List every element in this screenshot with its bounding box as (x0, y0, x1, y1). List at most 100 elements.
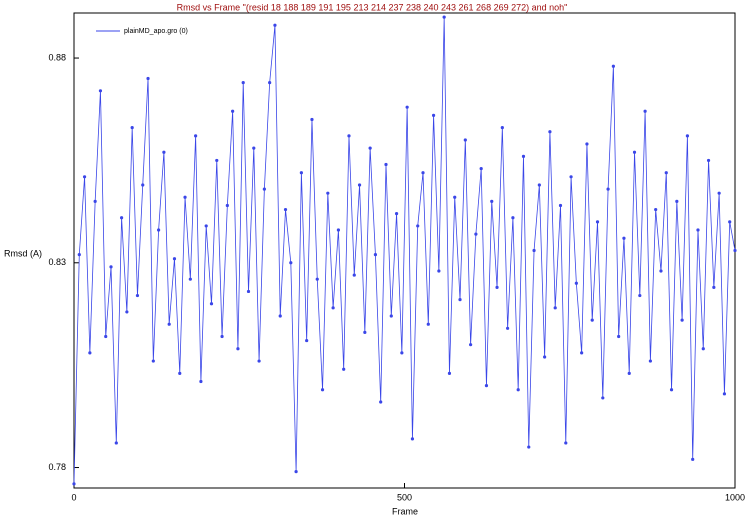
data-point (209, 302, 214, 306)
data-point (357, 183, 362, 187)
data-point (188, 277, 192, 281)
data-point (236, 347, 240, 351)
data-point (426, 322, 430, 326)
data-point (400, 351, 404, 355)
data-point (273, 23, 277, 27)
data-point (119, 216, 124, 220)
y-tick-label: 0.83 (48, 257, 66, 267)
data-point (368, 146, 372, 150)
y-axis-label: Rmsd (A) (4, 248, 42, 258)
x-tick-label: 500 (397, 492, 412, 502)
data-point (326, 191, 330, 195)
data-point (564, 441, 568, 445)
data-point (437, 269, 441, 273)
data-point (114, 441, 118, 445)
data-point (574, 281, 578, 285)
chart-title: Rmsd vs Frame "(resid 18 188 189 191 195… (177, 2, 568, 12)
data-point (352, 273, 356, 277)
data-point (511, 216, 515, 220)
data-point (141, 183, 145, 187)
data-point (246, 289, 251, 294)
data-point (606, 187, 610, 191)
data-point (109, 265, 113, 269)
data-point (289, 261, 293, 265)
data-point (601, 396, 605, 400)
data-point (342, 367, 346, 371)
data-point (151, 359, 155, 363)
data-point (157, 228, 161, 232)
data-point (532, 248, 536, 253)
data-point (442, 15, 446, 19)
data-point (194, 134, 198, 138)
data-point (712, 285, 716, 289)
legend-label: plainMD_apo.gro (0) (124, 28, 188, 35)
data-point (320, 388, 325, 392)
data-point (548, 130, 552, 134)
data-point (130, 126, 134, 130)
data-point (77, 252, 81, 257)
data-point (664, 171, 668, 175)
data-point (215, 158, 219, 163)
data-point (733, 248, 737, 253)
data-point (135, 293, 140, 298)
data-point (654, 207, 658, 212)
data-point (537, 183, 541, 187)
data-point (199, 379, 203, 384)
x-axis-label: Frame (392, 506, 418, 516)
data-point (553, 306, 557, 310)
data-point (82, 175, 87, 179)
data-point (389, 314, 393, 318)
data-point (458, 298, 462, 302)
data-point (590, 318, 594, 322)
data-point (125, 310, 129, 314)
data-point (336, 228, 340, 232)
data-point (617, 334, 621, 339)
data-point (611, 64, 615, 68)
data-point (93, 199, 97, 203)
data-point (373, 252, 378, 257)
data-point (691, 457, 695, 461)
data-point (484, 384, 489, 388)
data-point (225, 203, 229, 208)
data-point (558, 203, 563, 208)
x-tick-label: 0 (71, 492, 76, 502)
data-point (231, 109, 235, 113)
data-point (363, 330, 367, 334)
data-point (696, 228, 700, 232)
data-point (98, 89, 103, 93)
data-point (104, 334, 108, 339)
data-point (268, 81, 272, 85)
data-point (680, 318, 684, 322)
data-point (479, 167, 483, 171)
data-point (474, 232, 478, 236)
data-point (622, 236, 626, 240)
data-point (299, 171, 303, 175)
data-point (500, 126, 504, 130)
data-point (580, 351, 584, 355)
data-point (405, 105, 409, 109)
data-point (495, 285, 499, 289)
data-point (421, 171, 425, 175)
data-point (305, 338, 309, 343)
data-point (162, 150, 166, 154)
data-point (331, 306, 335, 310)
data-point (717, 191, 721, 195)
data-point (632, 150, 637, 154)
data-point (384, 162, 388, 167)
data-point (516, 388, 520, 392)
data-point (431, 113, 436, 117)
y-tick-label: 0.88 (48, 52, 66, 62)
data-point (72, 482, 76, 486)
data-point (595, 220, 600, 224)
data-point (675, 199, 679, 203)
data-point (416, 224, 420, 228)
data-point (262, 187, 266, 191)
data-point (447, 371, 452, 375)
data-point (167, 322, 171, 326)
data-point (146, 76, 150, 81)
data-point (701, 347, 705, 351)
data-point (506, 326, 510, 330)
data-point (183, 195, 187, 199)
y-tick-label: 0.78 (48, 462, 66, 472)
